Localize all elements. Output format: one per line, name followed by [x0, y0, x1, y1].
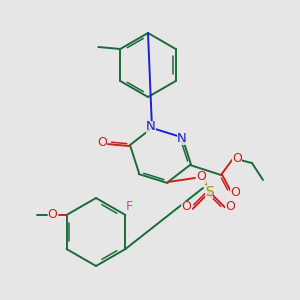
Text: O: O	[181, 200, 191, 214]
Text: O: O	[196, 170, 206, 184]
Text: O: O	[232, 152, 242, 166]
Text: O: O	[97, 136, 107, 149]
Text: O: O	[225, 200, 235, 214]
Text: N: N	[177, 131, 187, 145]
Text: O: O	[48, 208, 58, 221]
Text: O: O	[230, 185, 240, 199]
Text: F: F	[126, 200, 133, 214]
Text: N: N	[146, 121, 156, 134]
Text: S: S	[205, 185, 213, 199]
